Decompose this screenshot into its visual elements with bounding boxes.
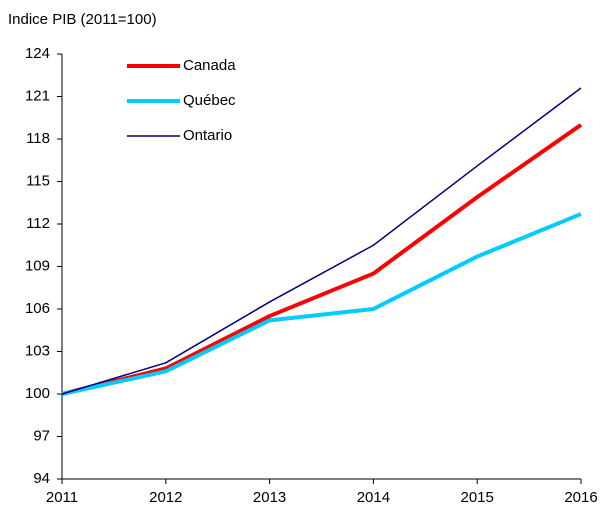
legend-label: Canada bbox=[183, 57, 236, 74]
x-tick-label: 2012 bbox=[149, 489, 182, 506]
x-tick-label: 2015 bbox=[461, 489, 494, 506]
x-tick-label: 2013 bbox=[253, 489, 286, 506]
y-tick-label: 94 bbox=[33, 470, 50, 487]
legend-label: Ontario bbox=[183, 127, 232, 144]
y-tick-label: 100 bbox=[25, 385, 50, 402]
x-tick-label: 2016 bbox=[564, 489, 597, 506]
series-line bbox=[61, 123, 583, 396]
y-tick-label: 112 bbox=[26, 215, 50, 232]
y-tick-label: 103 bbox=[25, 342, 50, 359]
x-tick-label: 2011 bbox=[46, 489, 78, 506]
series-line bbox=[61, 87, 582, 395]
y-tick-label: 109 bbox=[25, 257, 50, 274]
y-tick-label: 97 bbox=[33, 427, 50, 444]
y-tick-label: 124 bbox=[25, 45, 50, 62]
y-tick-label: 121 bbox=[25, 87, 50, 104]
y-axis-label: Indice PIB (2011=100) bbox=[8, 11, 157, 28]
y-tick-label: 115 bbox=[26, 172, 50, 189]
y-tick-label: 118 bbox=[26, 130, 50, 147]
series-line bbox=[61, 212, 582, 396]
y-tick-label: 106 bbox=[25, 300, 50, 317]
legend-label: Québec bbox=[183, 92, 236, 109]
x-tick-label: 2014 bbox=[357, 489, 390, 506]
